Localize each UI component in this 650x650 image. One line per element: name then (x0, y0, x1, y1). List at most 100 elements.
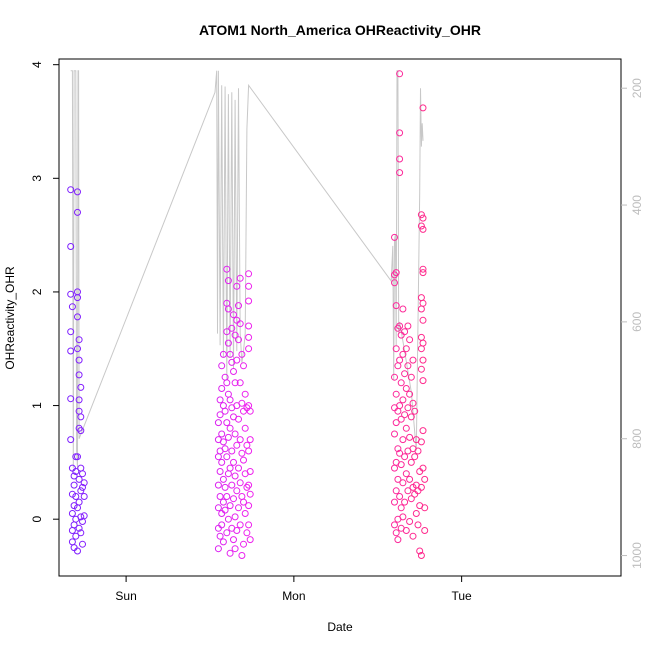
data-point (77, 464, 85, 472)
data-point (233, 527, 241, 534)
data-point (401, 328, 409, 336)
data-point (230, 368, 237, 375)
data-point (245, 502, 253, 510)
data-point (240, 540, 247, 548)
data-point (67, 328, 75, 336)
data-point (228, 481, 236, 489)
data-point (409, 532, 417, 540)
data-point (246, 468, 254, 475)
data-point (246, 490, 254, 498)
data-point (67, 395, 75, 403)
data-point (392, 419, 400, 427)
data-point (419, 464, 427, 472)
data-point (70, 472, 78, 480)
data-point (241, 390, 249, 398)
data-point (218, 521, 226, 529)
y-tick-label: 1 (30, 402, 44, 409)
data-point (391, 279, 398, 287)
data-point (401, 370, 409, 378)
data-point (402, 385, 410, 392)
data-point (246, 436, 254, 444)
data-point (236, 379, 244, 387)
data-point (419, 269, 427, 277)
data-point (419, 104, 427, 112)
data-point (399, 513, 407, 521)
data-point (67, 436, 75, 444)
data-point (417, 294, 425, 302)
data-point (223, 379, 231, 387)
data-point (391, 498, 398, 506)
y2-tick-label: 400 (630, 195, 644, 215)
y-tick-label: 4 (30, 61, 44, 68)
data-point (226, 424, 234, 432)
data-point (406, 336, 414, 344)
data-point (241, 510, 249, 517)
data-point (399, 396, 407, 404)
data-point (230, 536, 237, 544)
data-point (218, 385, 226, 392)
data-point (70, 481, 78, 489)
data-point (214, 524, 222, 532)
data-point (74, 345, 81, 353)
data-point (246, 407, 254, 415)
data-point (238, 449, 246, 457)
data-point (75, 336, 83, 344)
data-point (245, 297, 253, 305)
data-point (223, 419, 231, 427)
data-point (399, 350, 407, 358)
data-point (406, 433, 414, 441)
data-point (219, 402, 227, 410)
data-point (218, 510, 226, 517)
data-point (394, 536, 402, 544)
y-tick-label: 0 (30, 516, 44, 523)
data-point (214, 453, 222, 461)
data-point (402, 527, 410, 534)
data-point (421, 475, 429, 483)
data-point (235, 336, 242, 344)
data-point (404, 322, 412, 330)
data-point (216, 396, 224, 404)
data-point (421, 504, 429, 512)
data-point (407, 495, 415, 503)
data-point (233, 282, 241, 290)
data-point (402, 470, 410, 478)
data-point (396, 356, 404, 364)
data-point (235, 302, 242, 310)
data-point (221, 506, 229, 514)
data-point (74, 188, 81, 196)
data-point (245, 447, 253, 455)
data-point (417, 345, 425, 353)
data-point (417, 305, 425, 313)
data-point (74, 547, 81, 555)
data-point (396, 322, 404, 330)
data-point (391, 464, 398, 472)
data-point (67, 347, 75, 355)
y2-tick-label: 200 (630, 78, 644, 98)
data-point (223, 265, 231, 273)
y2-axis: 200 400 600 800 1000 (621, 78, 644, 569)
data-point (75, 356, 83, 364)
data-point (414, 521, 422, 529)
data-point (245, 270, 253, 278)
data-point (214, 481, 222, 489)
data-point (419, 377, 427, 385)
data-point (397, 415, 405, 423)
data-point (414, 447, 422, 455)
data-point (77, 513, 85, 521)
data-point (218, 458, 226, 466)
data-point (396, 169, 404, 177)
data-point (397, 461, 405, 469)
data-point (245, 521, 253, 529)
data-point (406, 518, 414, 525)
data-point (68, 510, 76, 517)
data-point (235, 415, 242, 423)
data-point (402, 345, 410, 353)
data-point (75, 396, 83, 404)
data-point (223, 328, 231, 336)
data-point (74, 313, 81, 321)
data-point (230, 495, 237, 503)
data-point (74, 208, 81, 216)
data-point (419, 214, 427, 222)
data-point (416, 468, 424, 475)
data-point (70, 544, 78, 552)
